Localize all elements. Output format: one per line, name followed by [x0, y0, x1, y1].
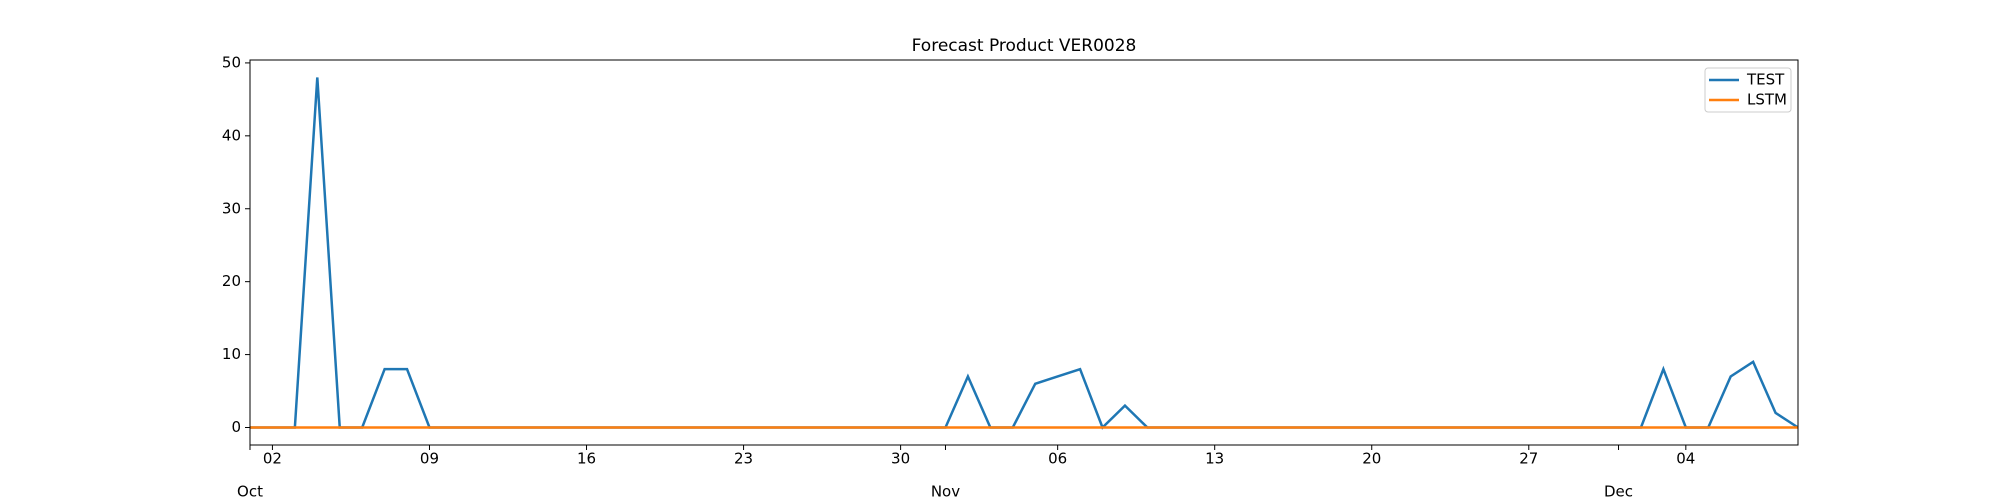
x-month-label: Dec [1604, 483, 1633, 500]
x-month-label: Nov [931, 483, 960, 500]
x-tick-label: 16 [577, 450, 596, 468]
x-tick-label: 30 [891, 450, 910, 468]
x-tick-label: 20 [1362, 450, 1381, 468]
x-tick-label: 04 [1676, 450, 1695, 468]
chart-title: Forecast Product VER0028 [912, 36, 1137, 56]
legend-label: LSTM [1747, 91, 1787, 109]
x-tick-label: 06 [1048, 450, 1067, 468]
x-tick-label: 13 [1205, 450, 1224, 468]
y-tick-label: 40 [222, 126, 241, 144]
x-tick-label: 23 [734, 450, 753, 468]
y-tick-label: 20 [222, 272, 241, 290]
legend-label: TEST [1746, 71, 1785, 89]
x-tick-label: 02 [263, 450, 282, 468]
x-tick-label: 27 [1519, 450, 1538, 468]
y-tick-label: 10 [222, 345, 241, 363]
x-tick-label: 09 [420, 450, 439, 468]
y-tick-label: 50 [222, 53, 241, 71]
y-tick-label: 0 [231, 418, 241, 436]
plot-frame [249, 59, 1799, 446]
y-tick-label: 30 [222, 199, 241, 217]
x-month-label: Oct [237, 483, 263, 500]
